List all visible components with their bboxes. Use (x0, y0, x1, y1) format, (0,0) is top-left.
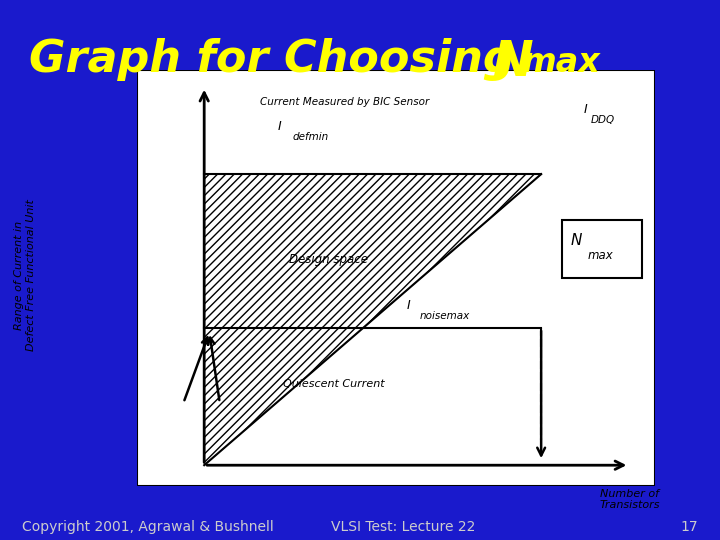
Text: max: max (522, 46, 600, 79)
Text: Quiescent Current: Quiescent Current (283, 379, 384, 389)
Text: $I$: $I$ (276, 120, 282, 133)
Text: VLSI Test: Lecture 22: VLSI Test: Lecture 22 (331, 519, 476, 534)
Text: Range of Current in
Defect Free Functional Unit: Range of Current in Defect Free Function… (14, 199, 36, 352)
Text: Graph for Choosing: Graph for Choosing (29, 38, 530, 81)
Text: max: max (588, 249, 613, 262)
Text: Copyright 2001, Agrawal & Bushnell: Copyright 2001, Agrawal & Bushnell (22, 519, 274, 534)
Text: N: N (493, 38, 534, 86)
Text: noisemax: noisemax (419, 310, 469, 321)
Text: Design space: Design space (289, 253, 368, 266)
Text: $N$: $N$ (570, 232, 582, 248)
Text: 17: 17 (681, 519, 698, 534)
Polygon shape (204, 174, 541, 465)
Text: defmin: defmin (292, 132, 328, 141)
Text: Number of
Transistors: Number of Transistors (600, 489, 660, 510)
Text: $I$: $I$ (582, 103, 588, 116)
Text: Current Measured by BIC Sensor: Current Measured by BIC Sensor (259, 97, 429, 107)
Text: DDQ: DDQ (590, 115, 615, 125)
Text: $I$: $I$ (406, 299, 412, 312)
Bar (562, 220, 642, 278)
